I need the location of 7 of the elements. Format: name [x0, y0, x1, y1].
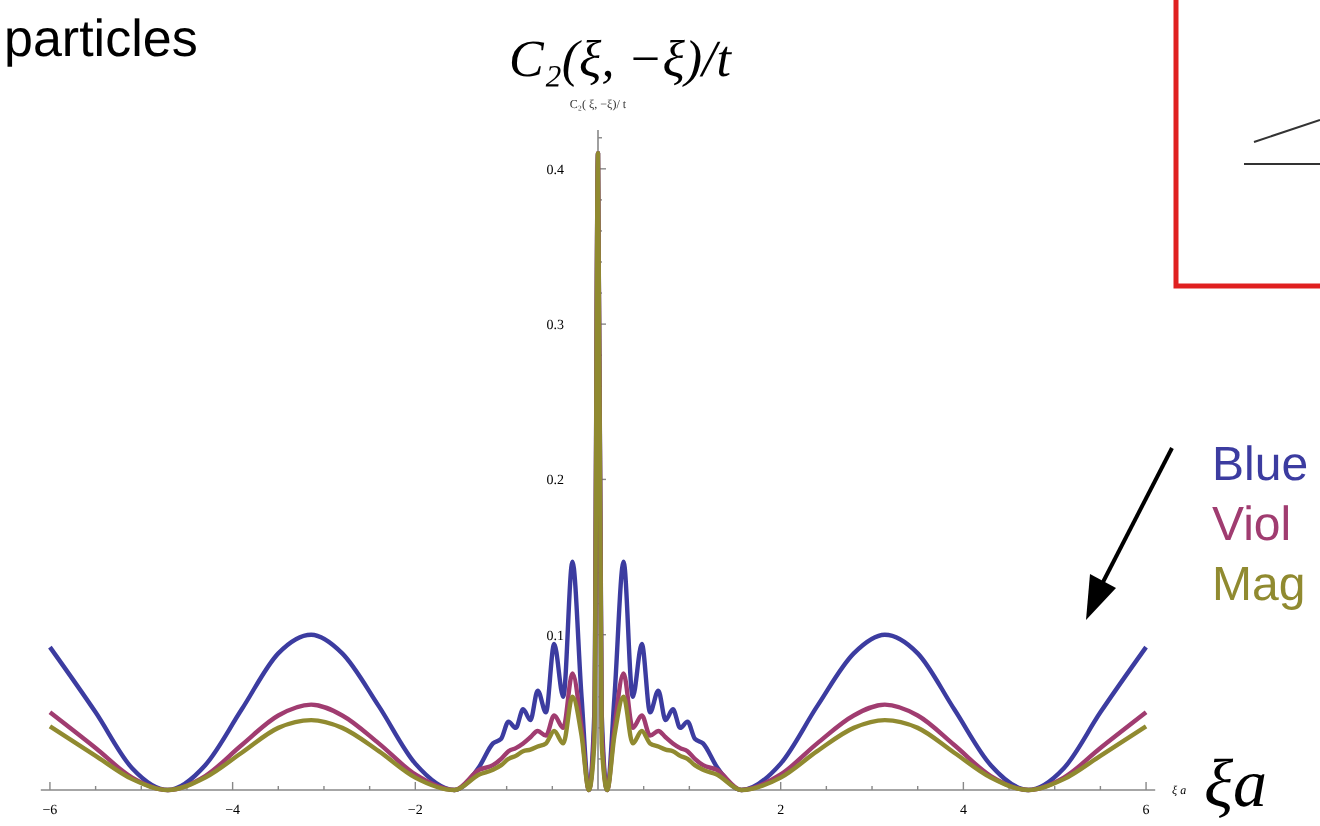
line-series [47, 151, 1149, 793]
text: Viol [1212, 498, 1292, 552]
text: ξa [1204, 748, 1268, 822]
text: Mag [1212, 558, 1306, 612]
text: Blue [1212, 438, 1309, 492]
chart-title: C₂(ξ, −ξ)/t [509, 30, 733, 88]
text: particles [4, 8, 198, 68]
